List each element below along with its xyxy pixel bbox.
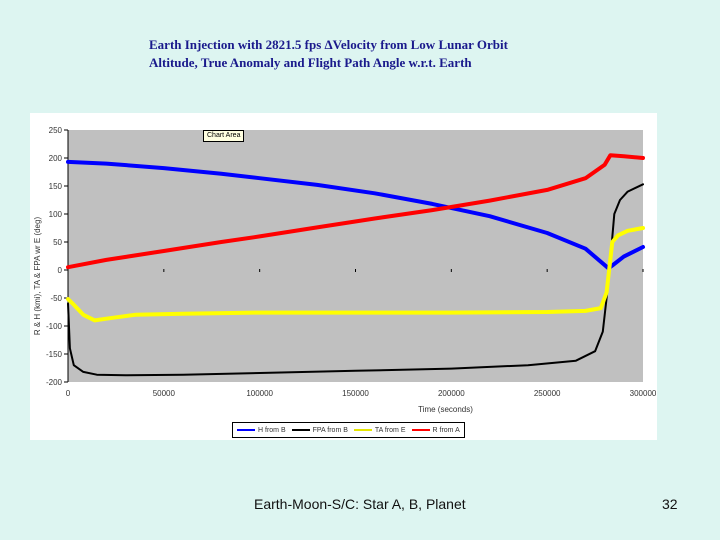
series-line-r-from-a bbox=[66, 153, 645, 270]
y-tick-label: 0 bbox=[58, 266, 63, 275]
legend-swatch bbox=[291, 429, 310, 431]
y-tick-label: 150 bbox=[49, 182, 63, 191]
y-tick-label: -100 bbox=[46, 322, 63, 331]
y-tick-label: 100 bbox=[49, 210, 63, 219]
legend-label: TA from E bbox=[374, 426, 406, 434]
x-tick-label: 250000 bbox=[534, 389, 561, 398]
legend-item[interactable]: H from B bbox=[237, 427, 286, 434]
y-tick-label: 200 bbox=[49, 154, 63, 163]
y-tick-label: -150 bbox=[46, 350, 63, 359]
x-tick-label: 0 bbox=[66, 389, 71, 398]
y-tick-label: -50 bbox=[50, 294, 62, 303]
title-line-2: Altitude, True Anomaly and Flight Path A… bbox=[149, 55, 472, 70]
slide-title: Earth Injection with 2821.5 fps ΔVelocit… bbox=[149, 36, 508, 72]
title-line-1: Earth Injection with 2821.5 fps ΔVelocit… bbox=[149, 37, 508, 52]
series-line-ta-from-e bbox=[66, 226, 645, 323]
y-tick-label: -200 bbox=[46, 378, 63, 387]
legend-label: FPA from B bbox=[312, 426, 348, 434]
y-tick-label: 250 bbox=[49, 126, 63, 135]
x-tick-label: 100000 bbox=[246, 389, 273, 398]
chart-area[interactable]: 250 200 150 100 50 0 -50 -100 -150 -200 0 50000 1000… bbox=[30, 113, 657, 440]
legend-label: H from B bbox=[258, 426, 286, 434]
legend-label: R from A bbox=[432, 426, 460, 434]
footer-text: Earth-Moon-S/C: Star A, B, Planet bbox=[254, 496, 466, 512]
series-line-fpa-from-b bbox=[67, 183, 644, 377]
legend-item[interactable]: FPA from B bbox=[291, 426, 348, 434]
plot-area[interactable] bbox=[68, 130, 643, 382]
legend-item[interactable]: TA from E bbox=[353, 426, 406, 434]
x-axis-label: Time (seconds) bbox=[418, 405, 473, 414]
legend-swatch bbox=[411, 429, 430, 431]
y-axis-label: R & H (kmi), TA & FPA wr E (deg) bbox=[33, 217, 42, 336]
chart-area-tooltip: Chart Area bbox=[203, 130, 245, 142]
x-tick-label: 50000 bbox=[153, 389, 176, 398]
x-tick-label: 200000 bbox=[438, 389, 465, 398]
page-number: 32 bbox=[662, 496, 678, 512]
y-tick-label: 50 bbox=[53, 238, 62, 247]
x-tick-label: 150000 bbox=[342, 389, 369, 398]
legend-swatch bbox=[353, 429, 372, 431]
legend-swatch bbox=[237, 429, 255, 431]
chart-legend[interactable]: H from B FPA from B TA from E R from A bbox=[232, 422, 465, 438]
legend-item[interactable]: R from A bbox=[411, 426, 460, 434]
x-tick-label: 300000 bbox=[630, 389, 657, 398]
